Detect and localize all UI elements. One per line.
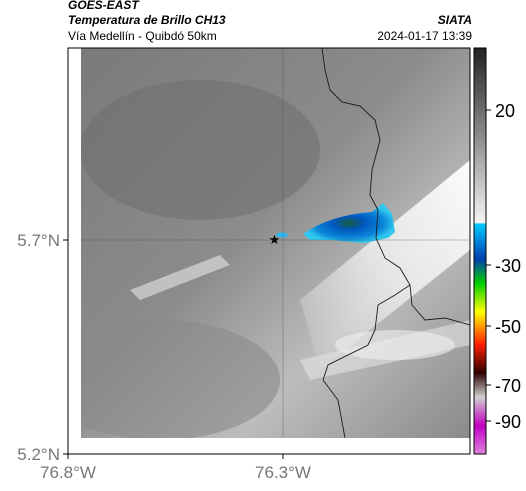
region-subtitle: Vía Medellín - Quibdó 50km xyxy=(68,29,217,43)
colorbar-ticks: 20 -30 -50 -70 -90 xyxy=(486,101,521,432)
colorbar-tick-label: -30 xyxy=(495,256,521,276)
colorbar xyxy=(473,47,487,455)
satellite-name: GOES-EAST xyxy=(68,0,139,12)
x-tick-label: 76.8°W xyxy=(40,463,96,482)
colorbar-tick-label: -90 xyxy=(495,412,521,432)
colorbar-tick-label: -50 xyxy=(495,317,521,337)
x-tick-label: 76.3°W xyxy=(255,463,311,482)
map-frame xyxy=(67,47,471,455)
product-title: Temperatura de Brillo CH13 xyxy=(68,13,226,27)
colorbar-tick-label: -70 xyxy=(495,376,521,396)
timestamp: 2024-01-17 13:39 xyxy=(377,29,472,43)
y-axis: 5.7°N 5.2°N xyxy=(17,231,68,464)
y-tick-label: 5.2°N xyxy=(17,445,60,464)
coastline xyxy=(321,48,411,438)
y-tick-label: 5.7°N xyxy=(17,231,60,250)
x-axis: 76.8°W 76.3°W xyxy=(40,454,311,482)
border-line xyxy=(409,284,470,326)
brightness-temperature-image xyxy=(81,48,470,438)
brand-label: SIATA xyxy=(437,13,472,27)
location-star-marker: ★ xyxy=(269,233,281,248)
cold-cloud-cluster xyxy=(303,203,395,243)
colorbar-tick-label: 20 xyxy=(495,101,515,121)
